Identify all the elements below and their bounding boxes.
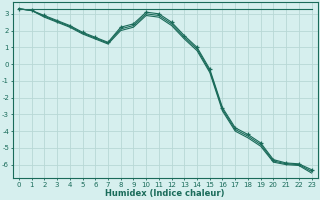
X-axis label: Humidex (Indice chaleur): Humidex (Indice chaleur) (106, 189, 225, 198)
